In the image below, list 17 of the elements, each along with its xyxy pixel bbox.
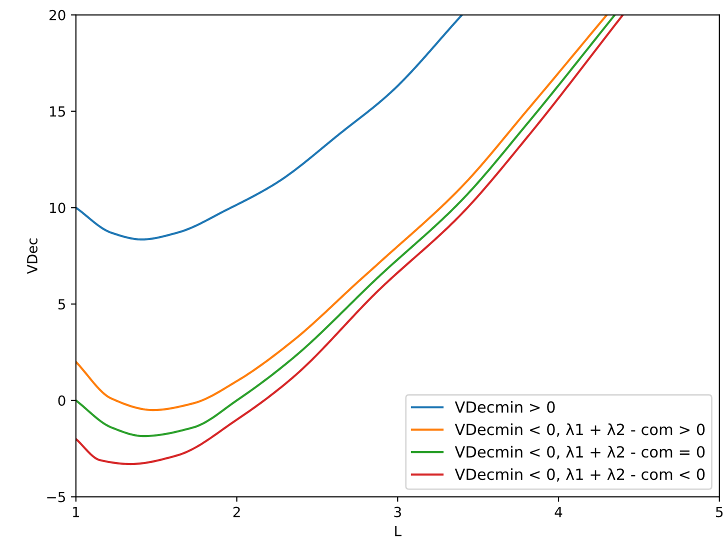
x-tick-label: 2 <box>233 506 240 518</box>
y-axis-title: VDec <box>27 238 38 274</box>
x-tick-label: 4 <box>554 506 562 518</box>
legend-label: VDecmin > 0 <box>454 400 555 413</box>
x-axis-title: L <box>395 526 402 536</box>
x-tick-label: 1 <box>73 506 80 518</box>
x-tick-label: 5 <box>716 506 723 518</box>
y-tick-label: 20 <box>50 10 66 20</box>
legend-label: VDecmin < 0, λ1 + λ2 - com = 0 <box>454 446 705 460</box>
y-tick-label: 0 <box>58 395 66 406</box>
y-tick-label: 15 <box>50 106 65 117</box>
y-tick-label: 5 <box>58 299 65 310</box>
x-tick-label: 3 <box>394 506 401 518</box>
legend-label: VDecmin < 0, λ1 + λ2 - com < 0 <box>454 468 705 482</box>
y-tick-label: −5 <box>47 492 65 502</box>
legend-label: VDecmin < 0, λ1 + λ2 - com > 0 <box>454 423 705 437</box>
y-tick-label: 10 <box>50 202 66 214</box>
